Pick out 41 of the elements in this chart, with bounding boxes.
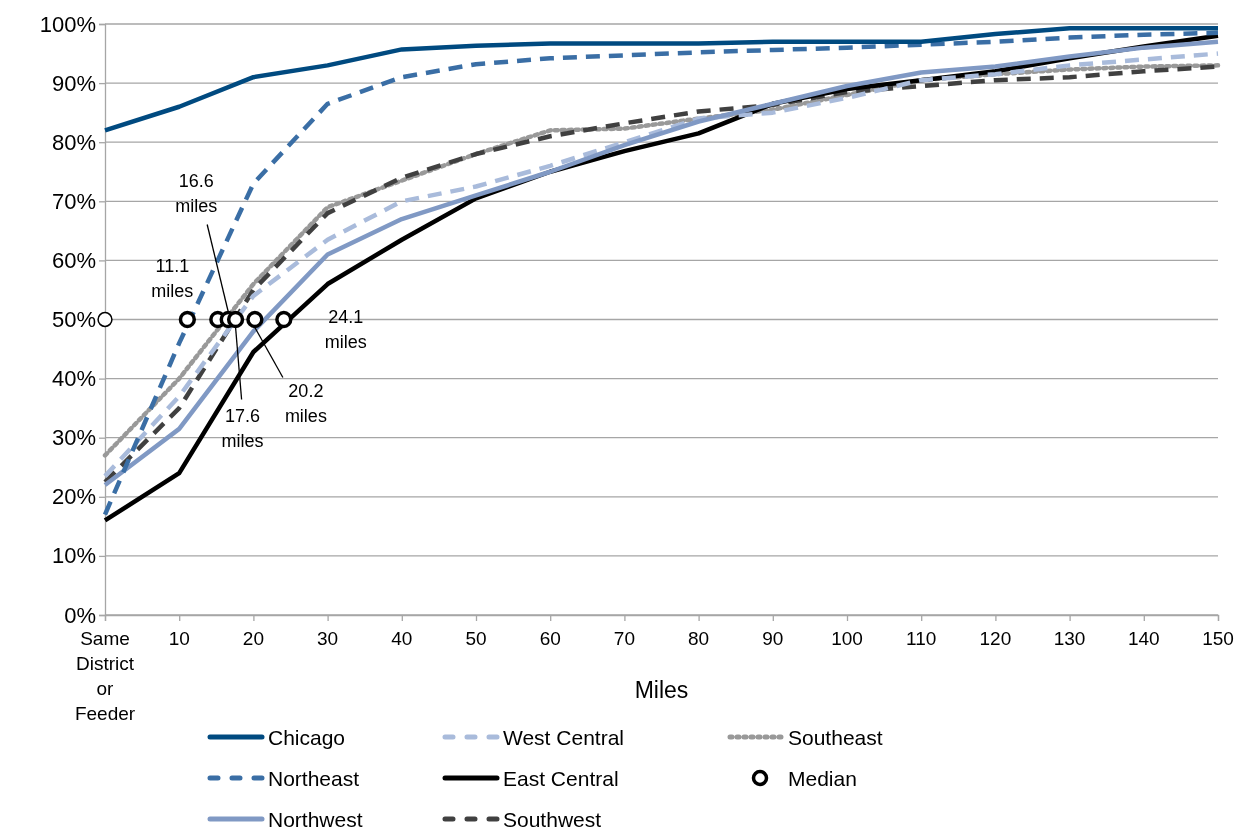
y-tick-label: 80% (51, 129, 96, 155)
x-tick-label: 140 (1127, 628, 1160, 649)
legend-label: Chicago (268, 726, 346, 749)
y-tick-label: 40% (51, 366, 96, 392)
x-tick-label: 40 (391, 628, 413, 649)
legend-label: East Central (503, 767, 619, 790)
x-tick-label: 120 (979, 628, 1012, 649)
legend-label: Northeast (268, 767, 360, 790)
annotation: 16.6 miles (175, 170, 218, 216)
x-tick-label: 130 (1053, 628, 1086, 649)
y-tick-label: 20% (51, 484, 96, 510)
y-tick-label: 50% (51, 307, 96, 333)
x-tick-label: 100 (831, 628, 863, 649)
x-tick-label: 30 (317, 628, 339, 649)
x-tick-label: 50 (465, 628, 487, 649)
legend-label: Median (788, 767, 857, 790)
y-tick-label: 0% (64, 602, 96, 628)
legend-label: Northwest (268, 808, 363, 831)
y-tick-label: 60% (51, 247, 96, 273)
legend-label: West Central (503, 726, 624, 749)
x-tick-label: 10 (168, 628, 190, 649)
x-tick-label: Same District or Feeder (74, 628, 136, 724)
annotation: 20.2 miles (284, 380, 327, 426)
x-tick-label: 110 (906, 628, 937, 649)
y-tick-label: 100% (39, 11, 96, 37)
y-tick-label: 30% (51, 425, 96, 451)
x-tick-label: 70 (613, 628, 635, 649)
x-tick-label: 20 (242, 628, 264, 649)
legend-label: Southwest (503, 808, 602, 831)
annotation: 24.1 miles (324, 306, 367, 352)
x-tick-label: 80 (688, 628, 710, 649)
y-tick-label: 90% (51, 70, 96, 96)
y-tick-label: 10% (51, 543, 96, 569)
annotation: 17.6 miles (221, 405, 264, 451)
x-tick-label: 150 (1202, 628, 1234, 649)
x-tick-label: 60 (539, 628, 561, 649)
x-tick-label: 90 (762, 628, 784, 649)
y-tick-label: 70% (51, 188, 96, 214)
legend-label: Southeast (788, 726, 883, 749)
annotation: 11.1 miles (151, 255, 194, 301)
x-axis-title: Miles (634, 677, 689, 703)
